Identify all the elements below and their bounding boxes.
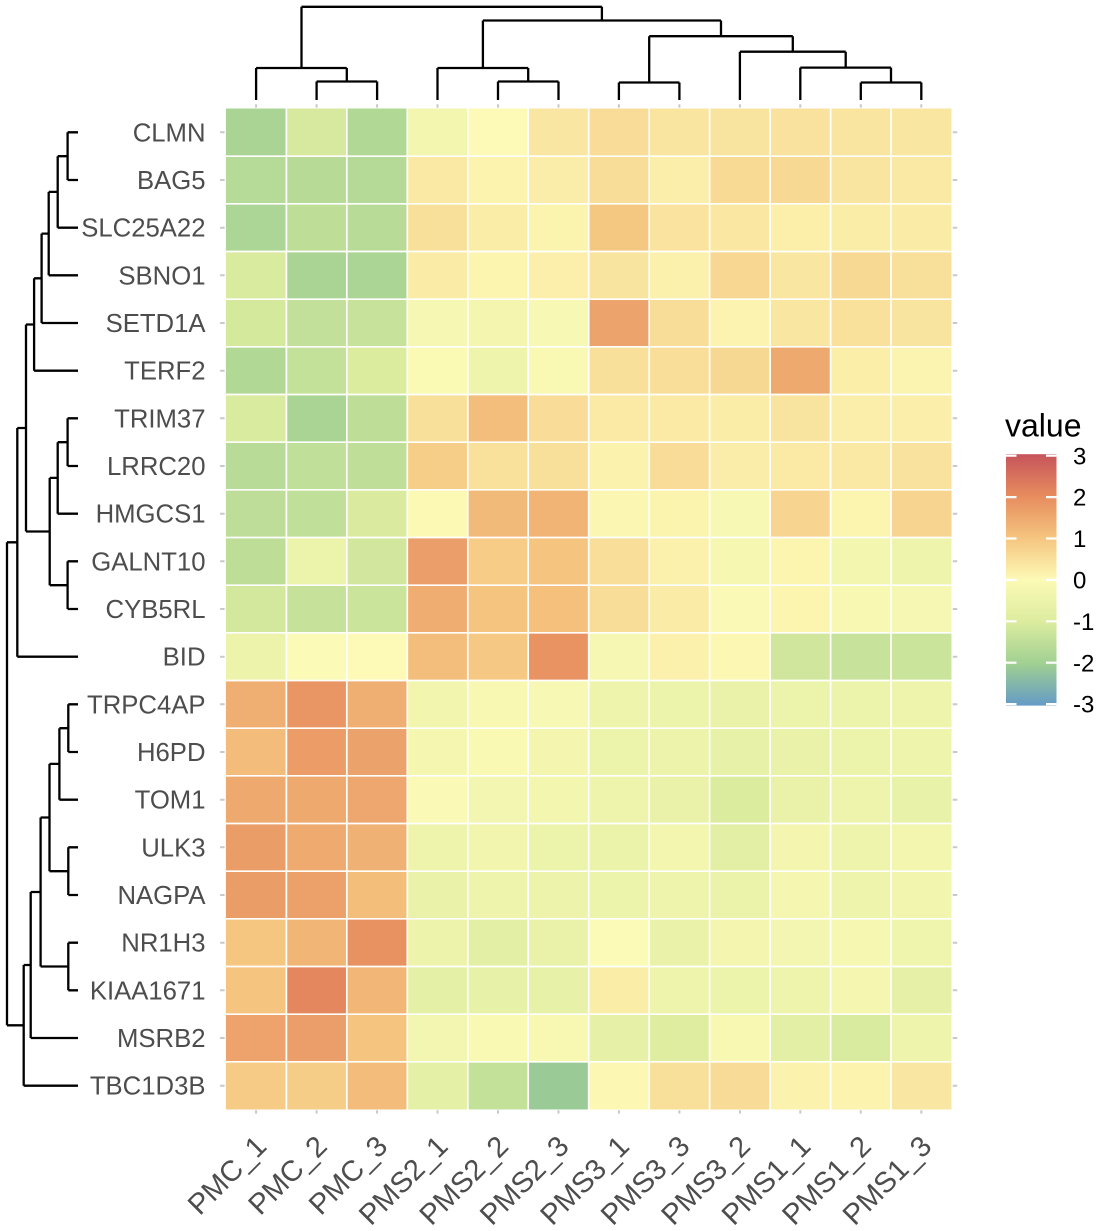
svg-text:ULK3: ULK3 xyxy=(141,834,205,862)
svg-text:H6PD: H6PD xyxy=(137,739,206,767)
svg-text:NAGPA: NAGPA xyxy=(117,882,206,910)
svg-text:CLMN: CLMN xyxy=(133,119,206,147)
svg-text:SBNO1: SBNO1 xyxy=(118,262,205,290)
svg-text:TRPC4AP: TRPC4AP xyxy=(87,691,205,719)
svg-text:LRRC20: LRRC20 xyxy=(107,453,206,481)
svg-text:TERF2: TERF2 xyxy=(124,358,205,386)
svg-text:TBC1D3B: TBC1D3B xyxy=(90,1073,206,1101)
svg-text:-1: -1 xyxy=(1073,609,1094,636)
svg-text:MSRB2: MSRB2 xyxy=(117,1025,206,1053)
svg-text:-3: -3 xyxy=(1073,692,1094,719)
svg-text:NR1H3: NR1H3 xyxy=(121,930,205,958)
svg-text:HMGCS1: HMGCS1 xyxy=(96,501,206,529)
svg-text:0: 0 xyxy=(1073,568,1086,595)
svg-text:2: 2 xyxy=(1073,485,1086,512)
svg-text:KIAA1671: KIAA1671 xyxy=(90,977,206,1005)
svg-text:BID: BID xyxy=(163,644,206,672)
svg-text:1: 1 xyxy=(1073,526,1086,553)
svg-text:value: value xyxy=(1005,408,1082,444)
svg-text:BAG5: BAG5 xyxy=(137,167,206,195)
svg-text:TOM1: TOM1 xyxy=(135,787,206,815)
svg-text:-2: -2 xyxy=(1073,650,1094,677)
svg-text:CYB5RL: CYB5RL xyxy=(106,596,206,624)
svg-text:3: 3 xyxy=(1073,443,1086,470)
svg-text:SLC25A22: SLC25A22 xyxy=(81,215,205,243)
svg-text:GALNT10: GALNT10 xyxy=(91,548,205,576)
svg-text:TRIM37: TRIM37 xyxy=(114,405,205,433)
svg-text:SETD1A: SETD1A xyxy=(106,310,207,338)
